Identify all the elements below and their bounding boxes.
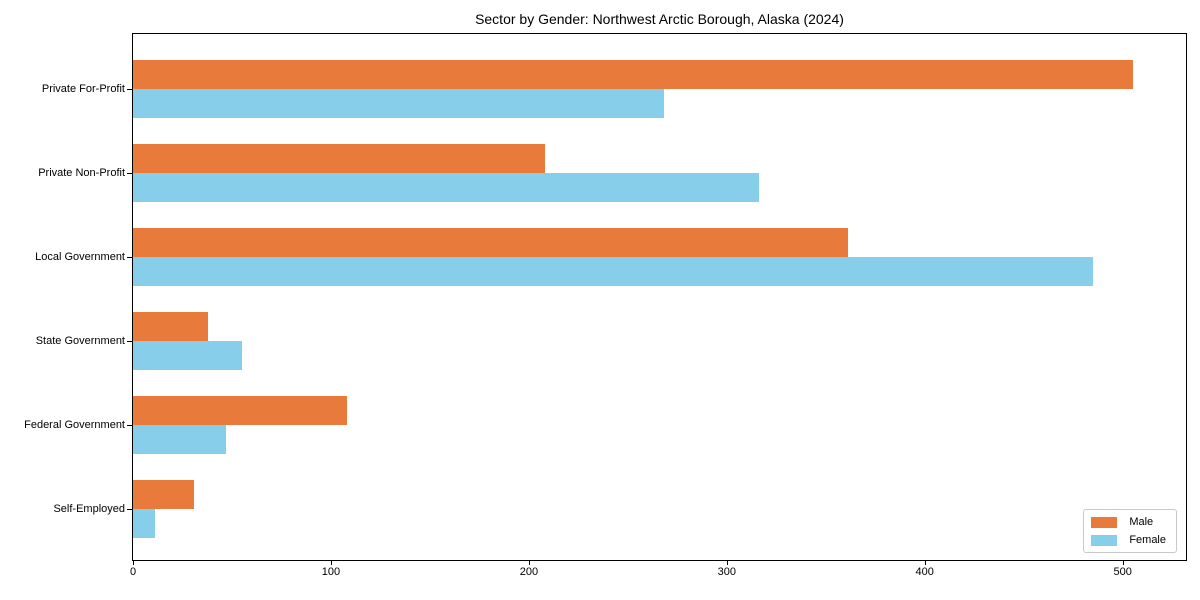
x-tick-label: 100 bbox=[321, 566, 341, 578]
bar-female-private-for-profit bbox=[133, 89, 664, 118]
y-tick-label: Private For-Profit bbox=[41, 83, 125, 95]
x-tick-mark bbox=[133, 560, 134, 565]
legend-entry-male: Male bbox=[1091, 516, 1166, 528]
bar-male-self-employed bbox=[133, 480, 195, 509]
x-tick-label: 300 bbox=[717, 566, 736, 578]
y-tick-label: State Government bbox=[35, 335, 125, 347]
y-tick-mark bbox=[127, 508, 132, 510]
bar-female-federal-government bbox=[133, 425, 226, 454]
legend-entry-female: Female bbox=[1091, 534, 1166, 546]
bar-female-self-employed bbox=[133, 509, 155, 538]
y-tick-mark bbox=[127, 256, 132, 258]
x-tick-label: 200 bbox=[519, 566, 539, 578]
x-tick-mark bbox=[924, 560, 926, 565]
bar-female-private-non-profit bbox=[133, 173, 759, 202]
x-tick-label: 0 bbox=[129, 566, 137, 578]
legend-label-male: Male bbox=[1129, 516, 1154, 528]
bar-male-federal-government bbox=[133, 396, 347, 425]
bar-male-state-government bbox=[133, 312, 209, 341]
bar-male-local-government bbox=[133, 228, 848, 257]
y-tick-label: Local Government bbox=[35, 251, 125, 263]
x-tick-label: 400 bbox=[915, 566, 934, 578]
bar-female-local-government bbox=[133, 257, 1093, 286]
plot-area: Male Female Private For-Profit Private Non… bbox=[24, 33, 1187, 578]
y-tick-label: Federal Government bbox=[24, 419, 125, 431]
legend-label-female: Female bbox=[1129, 534, 1166, 546]
x-tick-label: 500 bbox=[1113, 566, 1132, 578]
bar-male-private-for-profit bbox=[133, 60, 1133, 89]
legend-swatch-female bbox=[1091, 534, 1118, 546]
legend-swatch-male bbox=[1091, 516, 1118, 528]
x-tick-mark bbox=[528, 560, 530, 565]
y-tick-label: Private Non-Profit bbox=[38, 167, 125, 179]
bar-male-private-non-profit bbox=[133, 144, 545, 173]
x-tick-mark bbox=[726, 560, 728, 565]
legend: Male Female bbox=[1083, 509, 1177, 553]
y-tick-mark bbox=[127, 340, 132, 342]
y-tick-mark bbox=[127, 88, 132, 90]
y-tick-label: Self-Employed bbox=[53, 503, 125, 515]
x-tick-mark bbox=[330, 560, 332, 565]
chart-title: Sector by Gender: Northwest Arctic Borou… bbox=[475, 11, 844, 27]
y-tick-mark bbox=[127, 172, 132, 174]
x-tick-mark bbox=[1122, 560, 1124, 565]
y-tick-mark bbox=[127, 424, 132, 426]
bar-female-state-government bbox=[133, 341, 242, 370]
